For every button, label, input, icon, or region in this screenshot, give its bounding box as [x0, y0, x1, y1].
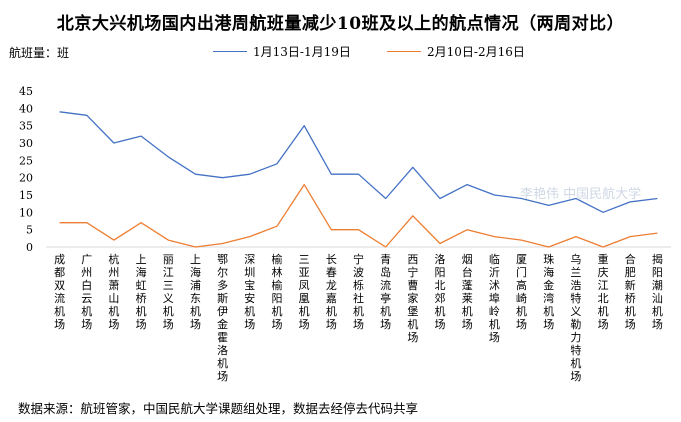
x-tick-label: 厦门高崎机场 — [516, 253, 527, 331]
y-tick-label: 0 — [26, 241, 33, 254]
y-axis-unit-label: 航班量：班 — [9, 46, 70, 60]
x-tick-label: 榆林榆阳机场 — [271, 252, 282, 331]
legend-swatch-series-1 — [213, 51, 247, 52]
legend-swatch-series-2 — [387, 51, 421, 52]
x-tick-label: 上海虹桥机场 — [136, 253, 147, 331]
series-line-1 — [59, 111, 658, 213]
legend-item-series-1: 1月13日-1月19日 — [213, 43, 351, 60]
x-tick-label: 重庆江北机场 — [598, 252, 609, 331]
data-source-note: 数据来源：航班管家，中国民航大学课题组处理，数据去经停去代码共享 — [18, 401, 419, 416]
x-tick-label: 杭州萧山机场 — [108, 252, 119, 331]
x-tick-label: 揭阳潮汕机场 — [652, 252, 663, 331]
y-tick-label: 20 — [19, 172, 33, 185]
x-tick-label: 乌兰浩特义勒力特机场 — [570, 252, 581, 383]
chart-title: 北京大兴机场国内出港周航班量减少10班及以上的航点情况（两周对比） — [56, 14, 625, 34]
x-tick-label: 成都双流机场 — [54, 253, 65, 331]
y-tick-label: 15 — [19, 189, 33, 202]
x-tick-label: 广州白云机场 — [81, 253, 92, 331]
x-tick-label: 深圳宝安机场 — [244, 253, 255, 331]
y-tick-label: 5 — [26, 224, 33, 237]
y-tick-label: 25 — [19, 154, 33, 167]
y-tick-label: 40 — [19, 102, 33, 115]
y-tick-label: 45 — [19, 85, 33, 98]
x-tick-label: 上海浦东机场 — [190, 253, 201, 331]
watermark: 李艳伟 中国民航大学 — [520, 187, 642, 202]
x-tick-label: 丽江三义机场 — [163, 253, 174, 331]
y-tick-label: 35 — [19, 120, 33, 133]
x-tick-label: 洛阳北郊机场 — [435, 252, 446, 331]
x-tick-label: 三亚凤凰机场 — [299, 253, 310, 331]
x-tick-label: 长春龙嘉机场 — [326, 253, 337, 331]
x-tick-label: 宁波栎社机场 — [353, 252, 364, 331]
y-tick-label: 10 — [19, 206, 33, 219]
x-tick-label: 烟台蓬莱机场 — [462, 252, 473, 331]
series-line-2 — [59, 183, 658, 248]
x-tick-label: 青岛流亭机场 — [380, 253, 391, 331]
legend-label-series-2: 2月10日-2月16日 — [427, 45, 525, 59]
y-tick-label: 30 — [19, 137, 33, 150]
x-tick-label: 西宁曹家堡机场 — [407, 253, 418, 344]
x-tick-label: 临沂沭埠岭机场 — [489, 252, 500, 344]
legend-item-series-2: 2月10日-2月16日 — [387, 43, 525, 60]
x-tick-label: 鄂尔多斯伊金霍洛机场 — [217, 253, 228, 383]
x-tick-label: 合肥新桥机场 — [625, 252, 636, 331]
legend-label-series-1: 1月13日-1月19日 — [253, 45, 351, 59]
x-tick-label: 珠海金湾机场 — [543, 252, 554, 331]
